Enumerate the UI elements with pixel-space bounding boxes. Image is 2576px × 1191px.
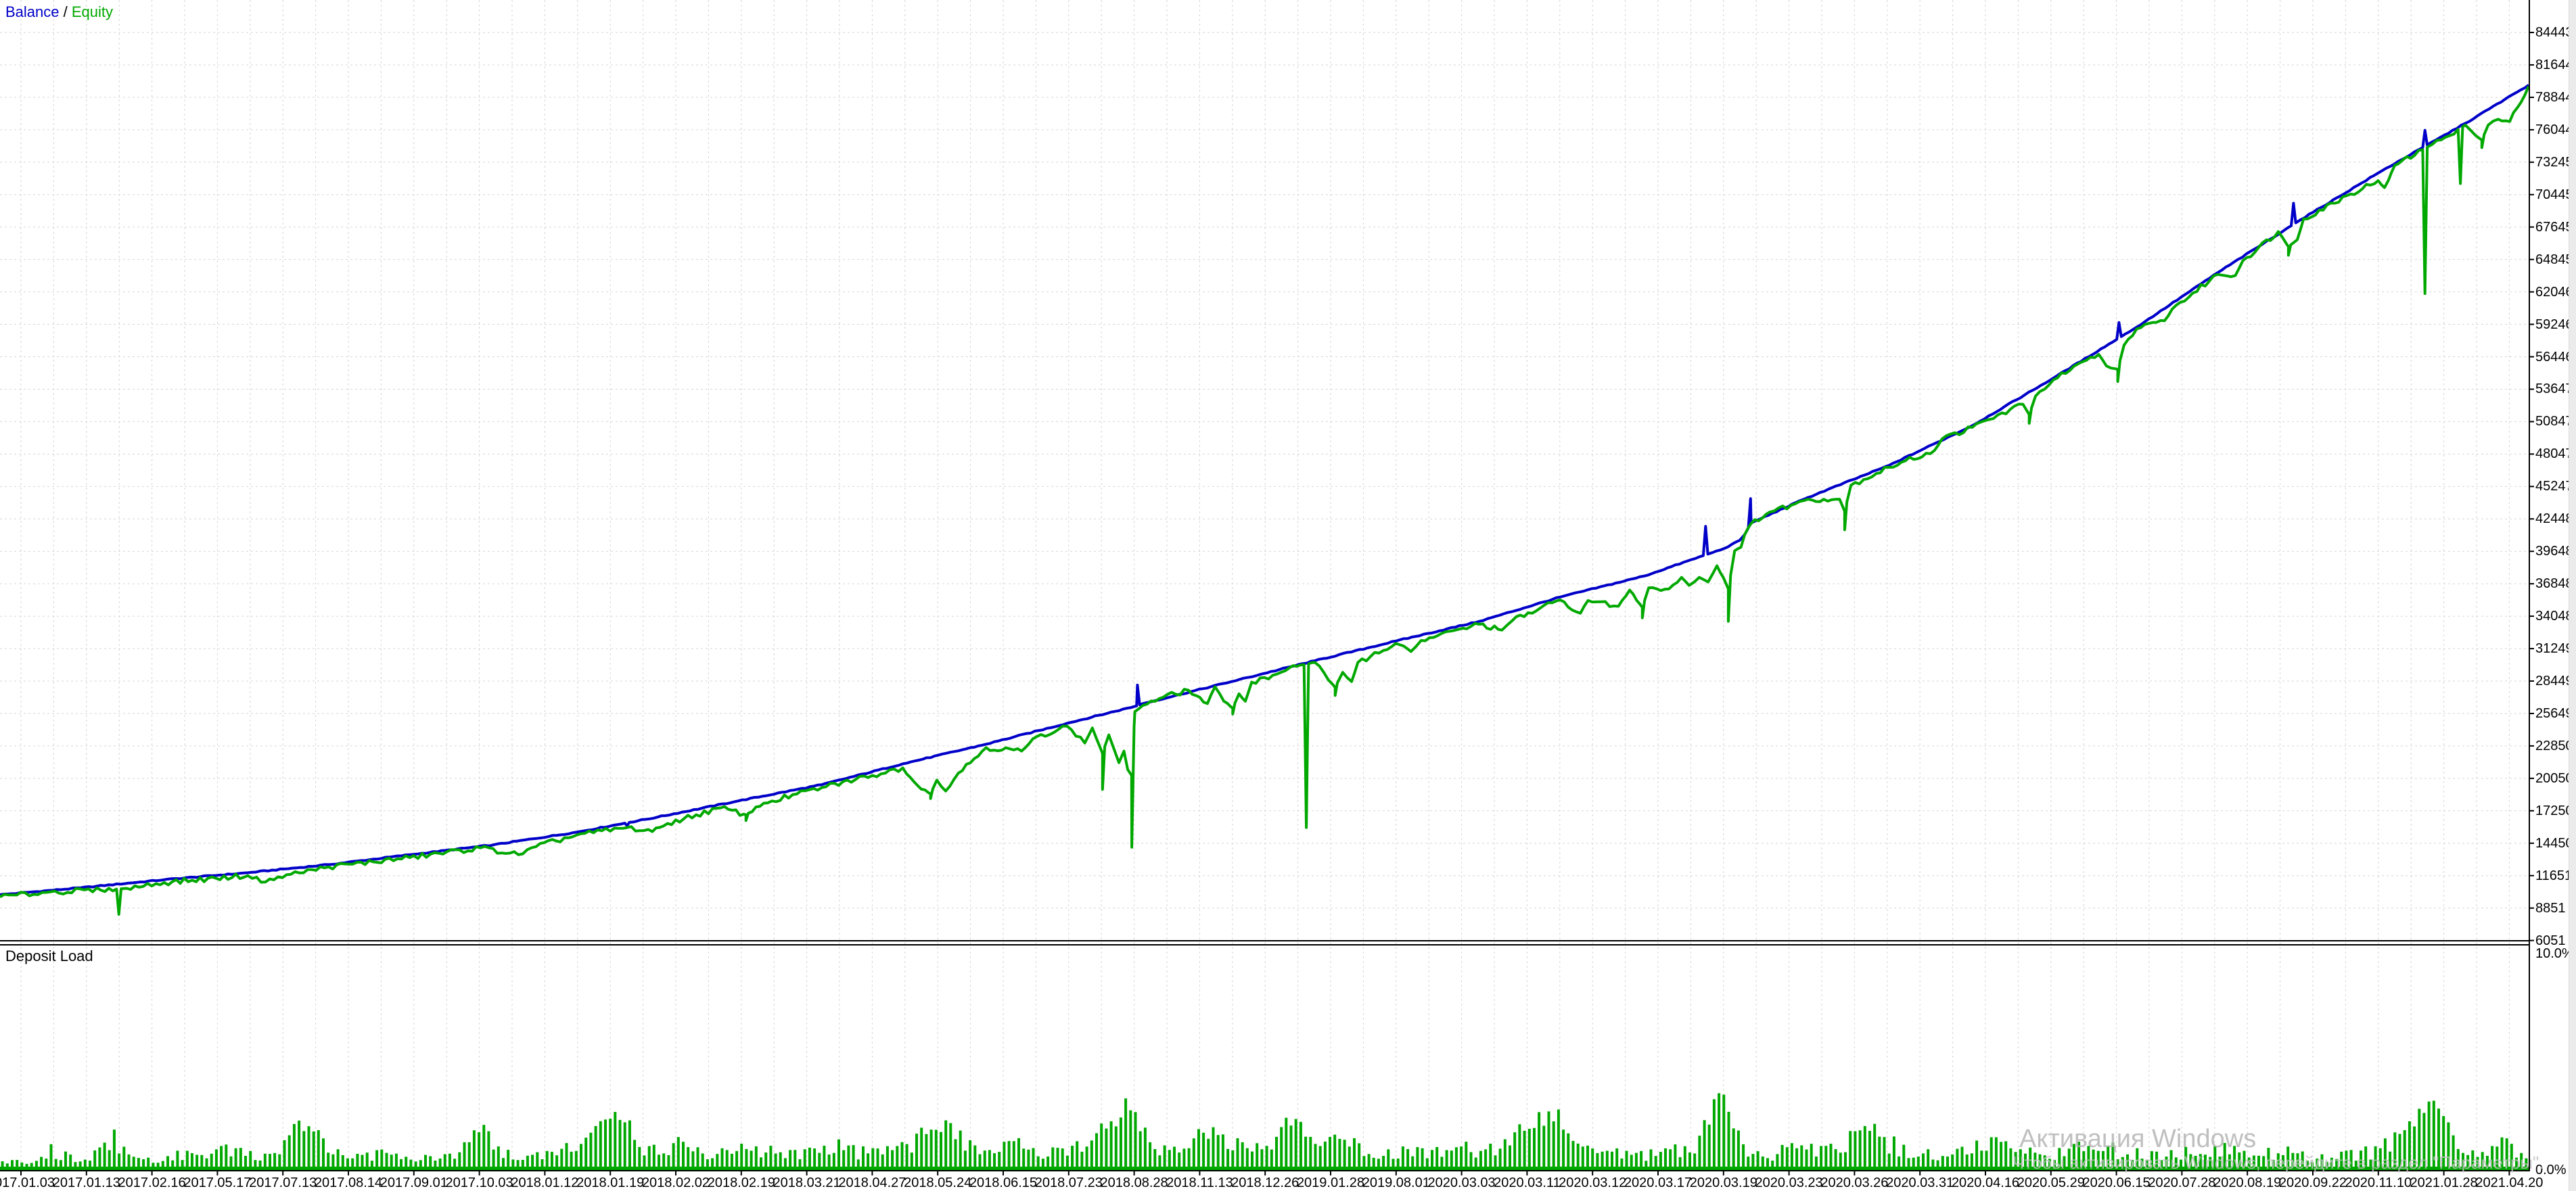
y-axis-label: 11651: [2535, 868, 2573, 883]
y-axis-label: 34048: [2535, 609, 2573, 624]
x-axis-label: 2018.07.23: [1034, 1175, 1103, 1190]
legend-equity-label: Equity: [71, 3, 114, 20]
y-axis-label: 76044: [2535, 122, 2573, 137]
x-axis-label: 2018.06.15: [969, 1175, 1038, 1190]
chart-legend: Balance / Equity: [5, 3, 113, 21]
x-axis-label: 2019.01.28: [1296, 1175, 1365, 1190]
x-axis-label: 2018.12.26: [1231, 1175, 1300, 1190]
x-axis-label: 2020.03.03: [1427, 1175, 1496, 1190]
y-axis-label: 73245: [2535, 154, 2573, 170]
y-axis-label: 50847: [2535, 414, 2573, 429]
x-axis-label: 2020.04.16: [1951, 1175, 2020, 1190]
y-axis-label: 42448: [2535, 511, 2573, 527]
y-axis-label: 22850: [2535, 738, 2573, 753]
x-axis-label: 2018.03.21: [773, 1175, 841, 1190]
x-axis-label: 2018.08.28: [1100, 1175, 1168, 1190]
y-axis-label: 62046: [2535, 284, 2573, 300]
y-axis-label: 14450: [2535, 835, 2573, 851]
x-axis-label: 2017.07.13: [249, 1175, 317, 1190]
x-axis-label: 2020.06.15: [2082, 1175, 2150, 1190]
legend-separator: /: [59, 3, 72, 20]
x-axis-label: 2018.11.13: [1166, 1175, 1233, 1190]
y-axis-label: 39648: [2535, 544, 2573, 559]
y-axis-label: 36848: [2535, 576, 2573, 592]
y-axis-label: 81644: [2535, 57, 2573, 72]
x-axis-label: 2020.03.11: [1494, 1175, 1561, 1190]
y-axis-label: 25649: [2535, 705, 2573, 721]
y-axis-label: 67645: [2535, 219, 2573, 235]
x-axis-label: 2018.02.19: [707, 1175, 775, 1190]
x-axis-label: 2017.01.03: [0, 1175, 55, 1190]
legend-balance-label: Balance: [5, 3, 60, 20]
x-axis-label: 2020.08.19: [2213, 1175, 2282, 1190]
y-axis-label: 17250: [2535, 803, 2573, 818]
y-axis-label: 53647: [2535, 381, 2573, 397]
balance-equity-chart: [0, 84, 2529, 916]
x-axis-label: 2020.03.26: [1820, 1175, 1889, 1190]
x-axis-label: 2018.02.02: [641, 1175, 710, 1190]
x-axis-label: 2017.09.01: [380, 1175, 448, 1190]
y-axis-label: 78844: [2535, 89, 2573, 105]
x-axis-label: 2020.07.28: [2148, 1175, 2216, 1190]
x-axis-label: 2018.01.12: [511, 1175, 579, 1190]
x-axis-label: 2020.05.29: [2017, 1175, 2085, 1190]
y-axis-label: 45247: [2535, 479, 2573, 494]
y-axis-label: 84443: [2535, 25, 2573, 40]
x-axis-label: 2017.10.03: [445, 1175, 513, 1190]
x-axis-label: 2017.08.14: [314, 1175, 383, 1190]
x-axis-label: 2020.03.12: [1559, 1175, 1627, 1190]
y-axis-label: 48047: [2535, 446, 2573, 462]
x-axis-label: 2020.03.19: [1689, 1175, 1757, 1190]
x-axis-label: 2020.09.22: [2278, 1175, 2347, 1190]
x-axis-label: 2017.02.16: [118, 1175, 186, 1190]
y-axis-label: 56446: [2535, 349, 2573, 365]
x-axis-label: 2020.11.10: [2345, 1175, 2412, 1190]
x-axis-label: 2021.01.28: [2410, 1175, 2478, 1190]
x-axis-label: 2018.01.19: [576, 1175, 645, 1190]
y-axis-label: 59246: [2535, 317, 2573, 332]
x-axis-label: 2020.03.31: [1886, 1175, 1954, 1190]
y-axis-label: 70445: [2535, 187, 2573, 202]
y-axis-label: 31249: [2535, 641, 2573, 657]
y-axis-label: 64845: [2535, 252, 2573, 267]
windows-activation-watermark: Активация Windows: [2019, 1125, 2257, 1153]
load-axis-max-label: 10.0%: [2535, 946, 2574, 961]
deposit-load-chart: [0, 1093, 2529, 1170]
y-axis-label: 6051: [2535, 933, 2566, 948]
x-axis-label: 2018.04.27: [838, 1175, 906, 1190]
x-axis-label: 2018.05.24: [904, 1175, 972, 1190]
right-edge-strip: [2569, 0, 2576, 1191]
y-axis-label: 20050: [2535, 770, 2573, 786]
load-axis-min-label: 0.0%: [2535, 1163, 2567, 1177]
x-axis-label: 2021.04.20: [2475, 1175, 2544, 1190]
x-axis-label: 2020.03.23: [1755, 1175, 1823, 1190]
x-axis-label: 2017.05.17: [183, 1175, 252, 1190]
y-axis-label: 8851: [2535, 900, 2566, 916]
deposit-load-title: Deposit Load: [5, 948, 93, 964]
x-axis-label: 2020.03.17: [1624, 1175, 1693, 1190]
x-axis-label: 2017.01.13: [52, 1175, 120, 1190]
windows-activation-hint: Чтобы активировать Windows, перейдите в …: [2013, 1152, 2544, 1173]
y-axis-label: 28449: [2535, 674, 2573, 688]
x-axis-label: 2019.08.01: [1362, 1175, 1430, 1190]
